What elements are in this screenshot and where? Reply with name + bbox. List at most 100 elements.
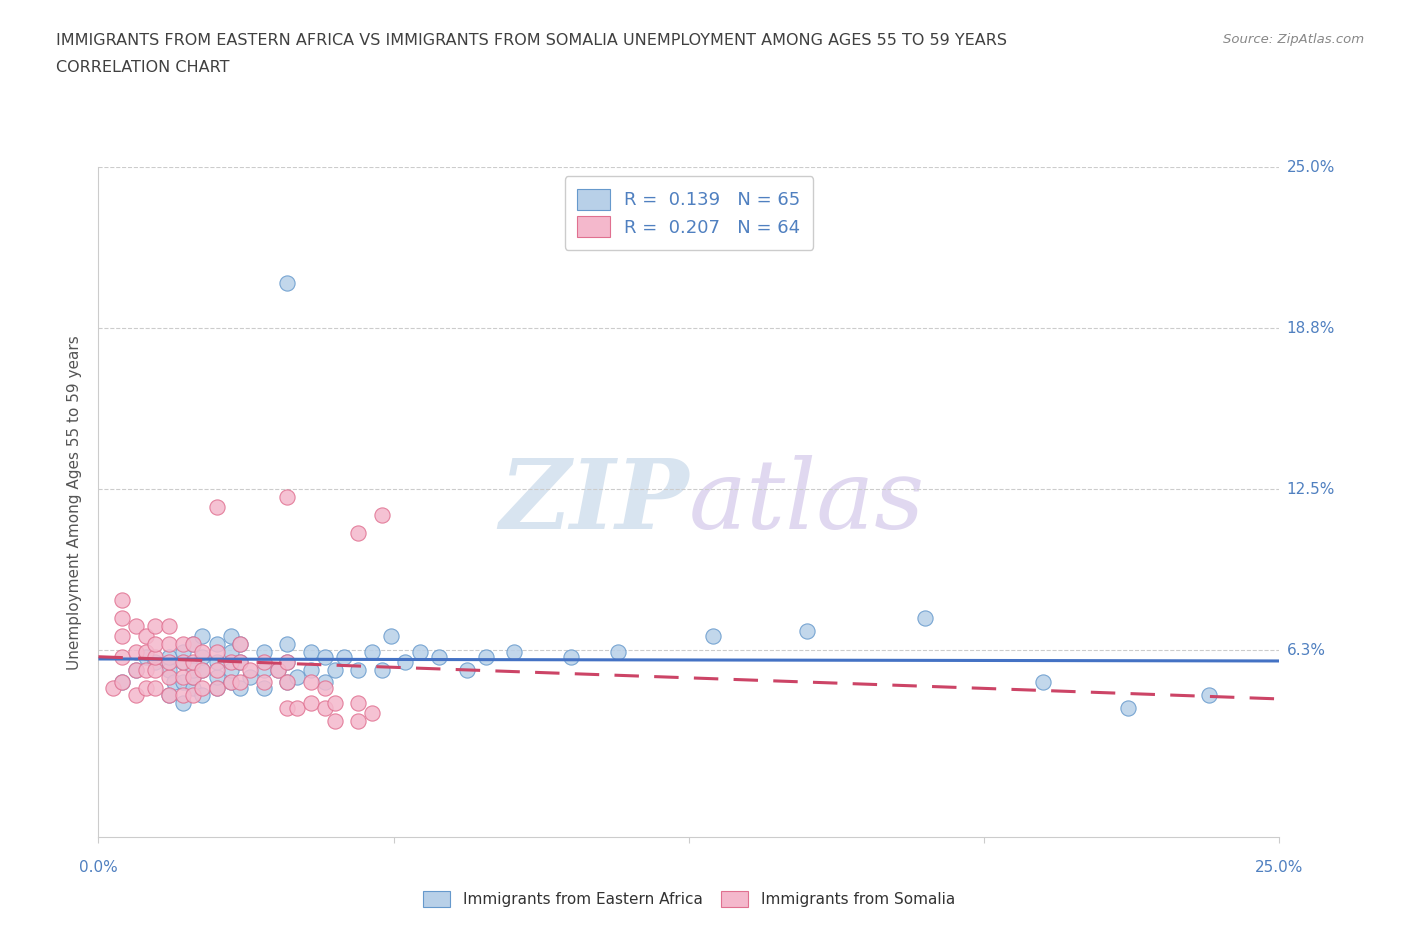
Point	[229, 636, 252, 651]
Text: 0.0%: 0.0%	[79, 860, 118, 875]
Point	[276, 636, 298, 651]
Point	[347, 696, 370, 711]
Point	[157, 618, 180, 633]
Text: atlas: atlas	[689, 455, 925, 550]
Point	[205, 500, 228, 515]
Point	[229, 680, 252, 695]
Point	[253, 662, 276, 677]
Point	[135, 680, 157, 695]
Point	[157, 688, 180, 703]
Point	[323, 713, 346, 728]
Point	[503, 644, 526, 659]
Point	[323, 696, 346, 711]
Point	[408, 644, 430, 659]
Text: 25.0%: 25.0%	[1286, 160, 1334, 175]
Point	[333, 649, 356, 664]
Point	[285, 701, 308, 716]
Point	[111, 675, 134, 690]
Point	[276, 276, 298, 291]
Point	[314, 675, 336, 690]
Point	[253, 655, 276, 670]
Point	[253, 644, 276, 659]
Point	[135, 644, 157, 659]
Point	[219, 675, 242, 690]
Point	[157, 688, 180, 703]
Point	[205, 662, 228, 677]
Point	[314, 701, 336, 716]
Point	[361, 644, 384, 659]
Point	[427, 649, 450, 664]
Point	[371, 662, 394, 677]
Point	[181, 662, 204, 677]
Point	[135, 662, 157, 677]
Point	[143, 636, 166, 651]
Point	[205, 680, 228, 695]
Point	[172, 696, 194, 711]
Point	[143, 655, 166, 670]
Point	[111, 675, 134, 690]
Point	[914, 611, 936, 626]
Point	[191, 662, 214, 677]
Point	[205, 655, 228, 670]
Text: 18.8%: 18.8%	[1286, 321, 1334, 336]
Point	[219, 662, 242, 677]
Point	[181, 636, 204, 651]
Point	[299, 675, 322, 690]
Point	[125, 662, 148, 677]
Point	[125, 644, 148, 659]
Point	[157, 655, 180, 670]
Point	[157, 636, 180, 651]
Point	[267, 662, 290, 677]
Point	[1116, 701, 1139, 716]
Point	[143, 680, 166, 695]
Y-axis label: Unemployment Among Ages 55 to 59 years: Unemployment Among Ages 55 to 59 years	[67, 335, 83, 670]
Point	[143, 649, 166, 664]
Point	[205, 680, 228, 695]
Point	[560, 649, 582, 664]
Point	[135, 629, 157, 644]
Point	[380, 629, 402, 644]
Point	[191, 662, 214, 677]
Point	[239, 662, 262, 677]
Point	[323, 662, 346, 677]
Point	[205, 670, 228, 684]
Point	[607, 644, 630, 659]
Point	[229, 655, 252, 670]
Point	[475, 649, 498, 664]
Point	[299, 644, 322, 659]
Point	[172, 675, 194, 690]
Point	[125, 688, 148, 703]
Point	[157, 670, 180, 684]
Point	[229, 655, 252, 670]
Point	[135, 649, 157, 664]
Point	[347, 713, 370, 728]
Text: Source: ZipAtlas.com: Source: ZipAtlas.com	[1223, 33, 1364, 46]
Point	[702, 629, 724, 644]
Point	[314, 649, 336, 664]
Point	[101, 680, 124, 695]
Text: ZIP: ZIP	[499, 455, 689, 550]
Point	[276, 675, 298, 690]
Point	[253, 675, 276, 690]
Point	[267, 662, 290, 677]
Point	[219, 655, 242, 670]
Point	[347, 525, 370, 540]
Point	[229, 636, 252, 651]
Point	[181, 670, 204, 684]
Point	[276, 675, 298, 690]
Point	[253, 680, 276, 695]
Point	[125, 662, 148, 677]
Point	[157, 649, 180, 664]
Point	[229, 675, 252, 690]
Point	[276, 489, 298, 504]
Point	[205, 636, 228, 651]
Point	[347, 662, 370, 677]
Point	[239, 670, 262, 684]
Point	[111, 629, 134, 644]
Point	[276, 655, 298, 670]
Point	[314, 680, 336, 695]
Point	[1198, 688, 1220, 703]
Point	[191, 688, 214, 703]
Point	[181, 636, 204, 651]
Point	[276, 701, 298, 716]
